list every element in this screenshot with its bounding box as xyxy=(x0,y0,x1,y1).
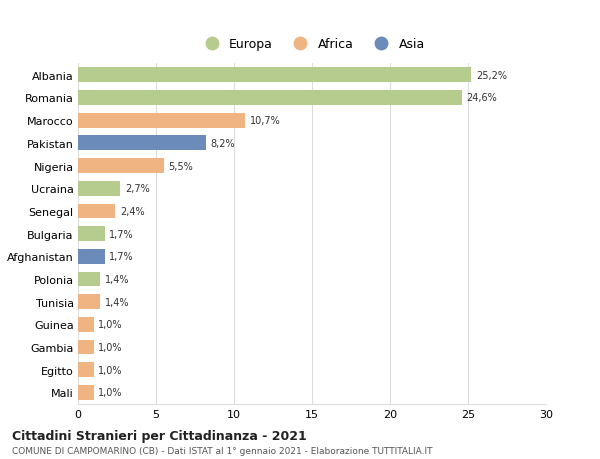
Bar xyxy=(78,91,462,106)
Text: 1,0%: 1,0% xyxy=(98,365,123,375)
Text: 8,2%: 8,2% xyxy=(211,139,235,149)
Bar xyxy=(78,340,94,355)
Bar xyxy=(78,68,471,83)
Text: 10,7%: 10,7% xyxy=(250,116,280,126)
Text: 1,0%: 1,0% xyxy=(98,319,123,330)
Bar xyxy=(78,363,94,377)
Text: 1,0%: 1,0% xyxy=(98,342,123,353)
Text: 2,7%: 2,7% xyxy=(125,184,149,194)
Bar xyxy=(78,249,104,264)
Legend: Europa, Africa, Asia: Europa, Africa, Asia xyxy=(199,38,425,51)
Bar xyxy=(78,272,100,287)
Text: 24,6%: 24,6% xyxy=(466,93,497,103)
Text: Cittadini Stranieri per Cittadinanza - 2021: Cittadini Stranieri per Cittadinanza - 2… xyxy=(12,429,307,442)
Bar xyxy=(78,385,94,400)
Text: 1,4%: 1,4% xyxy=(104,274,129,285)
Bar xyxy=(78,295,100,309)
Bar xyxy=(78,317,94,332)
Bar xyxy=(78,113,245,128)
Bar xyxy=(78,227,104,241)
Bar xyxy=(78,181,120,196)
Text: 1,4%: 1,4% xyxy=(104,297,129,307)
Text: 5,5%: 5,5% xyxy=(169,161,193,171)
Bar xyxy=(78,159,164,174)
Bar xyxy=(78,136,206,151)
Text: 2,4%: 2,4% xyxy=(120,207,145,217)
Text: COMUNE DI CAMPOMARINO (CB) - Dati ISTAT al 1° gennaio 2021 - Elaborazione TUTTIT: COMUNE DI CAMPOMARINO (CB) - Dati ISTAT … xyxy=(12,446,433,455)
Text: 1,7%: 1,7% xyxy=(109,229,134,239)
Text: 25,2%: 25,2% xyxy=(476,71,507,81)
Bar xyxy=(78,204,115,219)
Text: 1,0%: 1,0% xyxy=(98,387,123,397)
Text: 1,7%: 1,7% xyxy=(109,252,134,262)
